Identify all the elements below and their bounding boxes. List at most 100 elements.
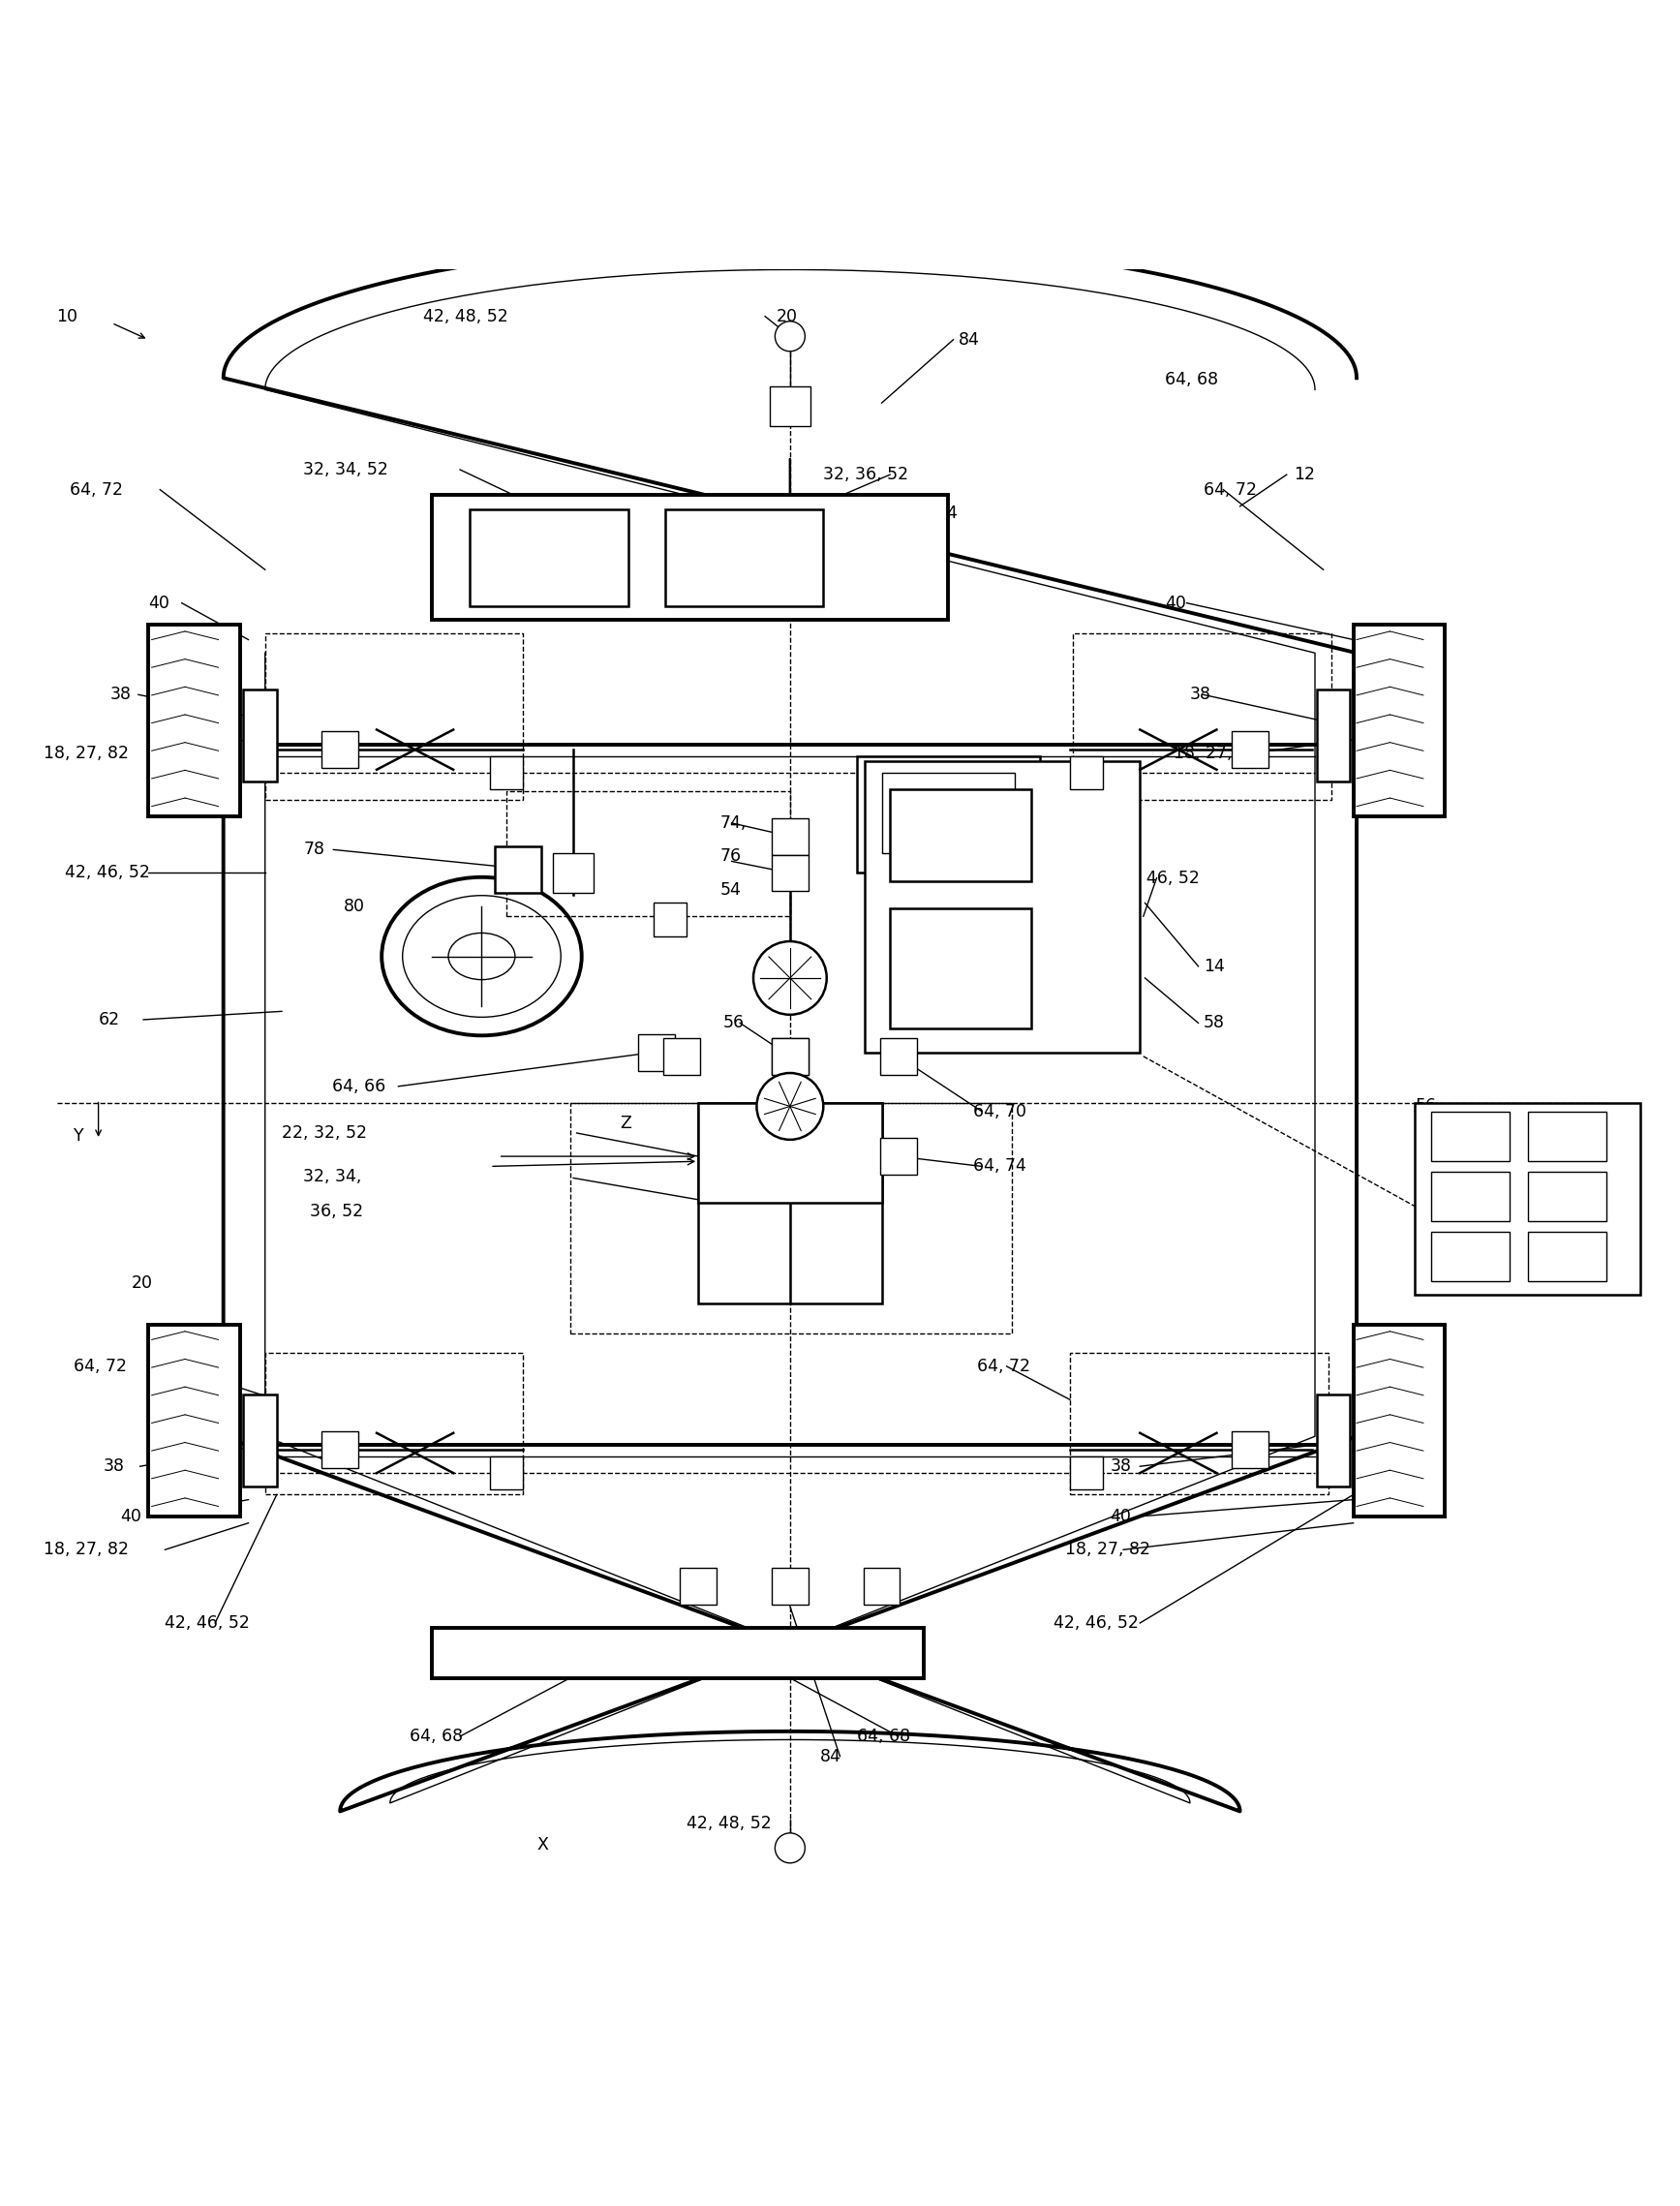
Text: 54: 54 [721,880,741,898]
Text: 60: 60 [1507,1141,1529,1158]
Text: 62: 62 [99,1010,119,1028]
Bar [769,386,810,426]
Text: 32, 36, 52: 32, 36, 52 [823,465,909,483]
Text: 18, 27, 82: 18, 27, 82 [44,743,129,761]
Circle shape [753,942,827,1015]
Bar [496,847,541,893]
Bar [1529,1112,1606,1160]
Bar [491,1456,524,1489]
Text: 64, 68: 64, 68 [1164,371,1218,388]
Text: 24: 24 [937,505,958,521]
Bar [1070,757,1104,790]
Bar [771,854,808,891]
Text: 42, 46, 52: 42, 46, 52 [165,1615,250,1632]
Bar [1231,732,1268,768]
Text: 78: 78 [304,840,324,858]
Text: 20: 20 [776,307,798,324]
Text: 20: 20 [131,1275,153,1293]
Bar [470,510,628,607]
Text: 64, 70: 64, 70 [973,1103,1026,1121]
Text: Z: Z [620,1114,632,1132]
Text: 80: 80 [343,898,365,915]
Text: 64, 68: 64, 68 [857,1727,911,1745]
Text: 84: 84 [958,331,979,349]
Text: 42, 46, 52: 42, 46, 52 [1053,1615,1139,1632]
Bar [1431,1112,1510,1160]
Bar [432,494,948,620]
Bar [880,1138,917,1174]
Bar [665,510,823,607]
Bar [1529,1171,1606,1222]
Text: 84: 84 [820,1747,842,1765]
Text: 64, 72: 64, 72 [1203,481,1257,499]
Bar [1317,1394,1351,1487]
Text: 38: 38 [1189,686,1211,704]
Circle shape [774,322,805,351]
Text: 60: 60 [1426,1207,1448,1224]
Text: 64, 68: 64, 68 [410,1727,464,1745]
Bar [771,1568,808,1604]
Bar [773,1039,806,1072]
Bar [321,732,358,768]
Bar [553,854,593,893]
Text: 60: 60 [1426,1268,1448,1286]
Text: 36, 52: 36, 52 [311,1202,363,1220]
Bar [664,1039,701,1074]
Bar [148,624,240,816]
Text: 32, 34, 52: 32, 34, 52 [304,461,388,479]
Text: 42, 48, 52: 42, 48, 52 [687,1813,771,1831]
Bar [1074,633,1332,799]
Bar [265,633,524,799]
Circle shape [774,1833,805,1864]
Bar [570,1103,1011,1332]
Bar [244,690,277,781]
Bar [1529,1231,1606,1282]
Bar [890,790,1032,882]
Text: 22, 32, 52: 22, 32, 52 [282,1125,366,1143]
Text: 42, 48, 52: 42, 48, 52 [423,307,509,324]
Bar [1431,1231,1510,1282]
Text: 38: 38 [111,686,131,704]
Text: 10: 10 [57,307,77,324]
Bar [699,1103,882,1202]
Text: 38: 38 [104,1458,124,1476]
Text: 18, 27, 82: 18, 27, 82 [1173,743,1258,761]
Bar [1070,1456,1104,1489]
Text: 18, 27, 82: 18, 27, 82 [44,1542,129,1557]
Bar [771,1039,808,1074]
Bar [148,1324,240,1516]
Text: 60: 60 [1507,1268,1529,1286]
Bar [321,1432,358,1467]
Bar [1415,1103,1640,1295]
Bar [880,1039,917,1074]
Text: 18, 27, 82: 18, 27, 82 [1065,1542,1151,1557]
Bar [857,757,1040,874]
Text: 12: 12 [1294,465,1315,483]
Bar [654,902,687,935]
Bar [1354,624,1445,816]
Text: 64, 72: 64, 72 [74,1357,126,1374]
Text: 42, 46, 52: 42, 46, 52 [66,865,150,882]
Bar [1231,1432,1268,1467]
Bar [680,1568,717,1604]
Bar [1354,1324,1445,1516]
Text: 60: 60 [1426,1141,1448,1158]
Bar [882,772,1015,854]
Text: 58: 58 [1203,1015,1225,1032]
Text: 64, 72: 64, 72 [71,481,123,499]
Text: 64, 66: 64, 66 [331,1077,385,1094]
Text: 40: 40 [148,593,170,611]
Bar [244,1394,277,1487]
Bar [890,909,1032,1028]
Bar [699,1103,882,1304]
Bar [771,1039,808,1074]
Bar [1431,1171,1510,1222]
Text: 56: 56 [1415,1099,1436,1114]
Bar [432,1628,924,1679]
Bar [864,1568,900,1604]
Bar [507,792,790,915]
Bar [265,1352,524,1496]
Text: Y: Y [74,1127,84,1145]
Text: 60: 60 [1507,1207,1529,1224]
Text: 32, 34,: 32, 34, [304,1167,361,1185]
